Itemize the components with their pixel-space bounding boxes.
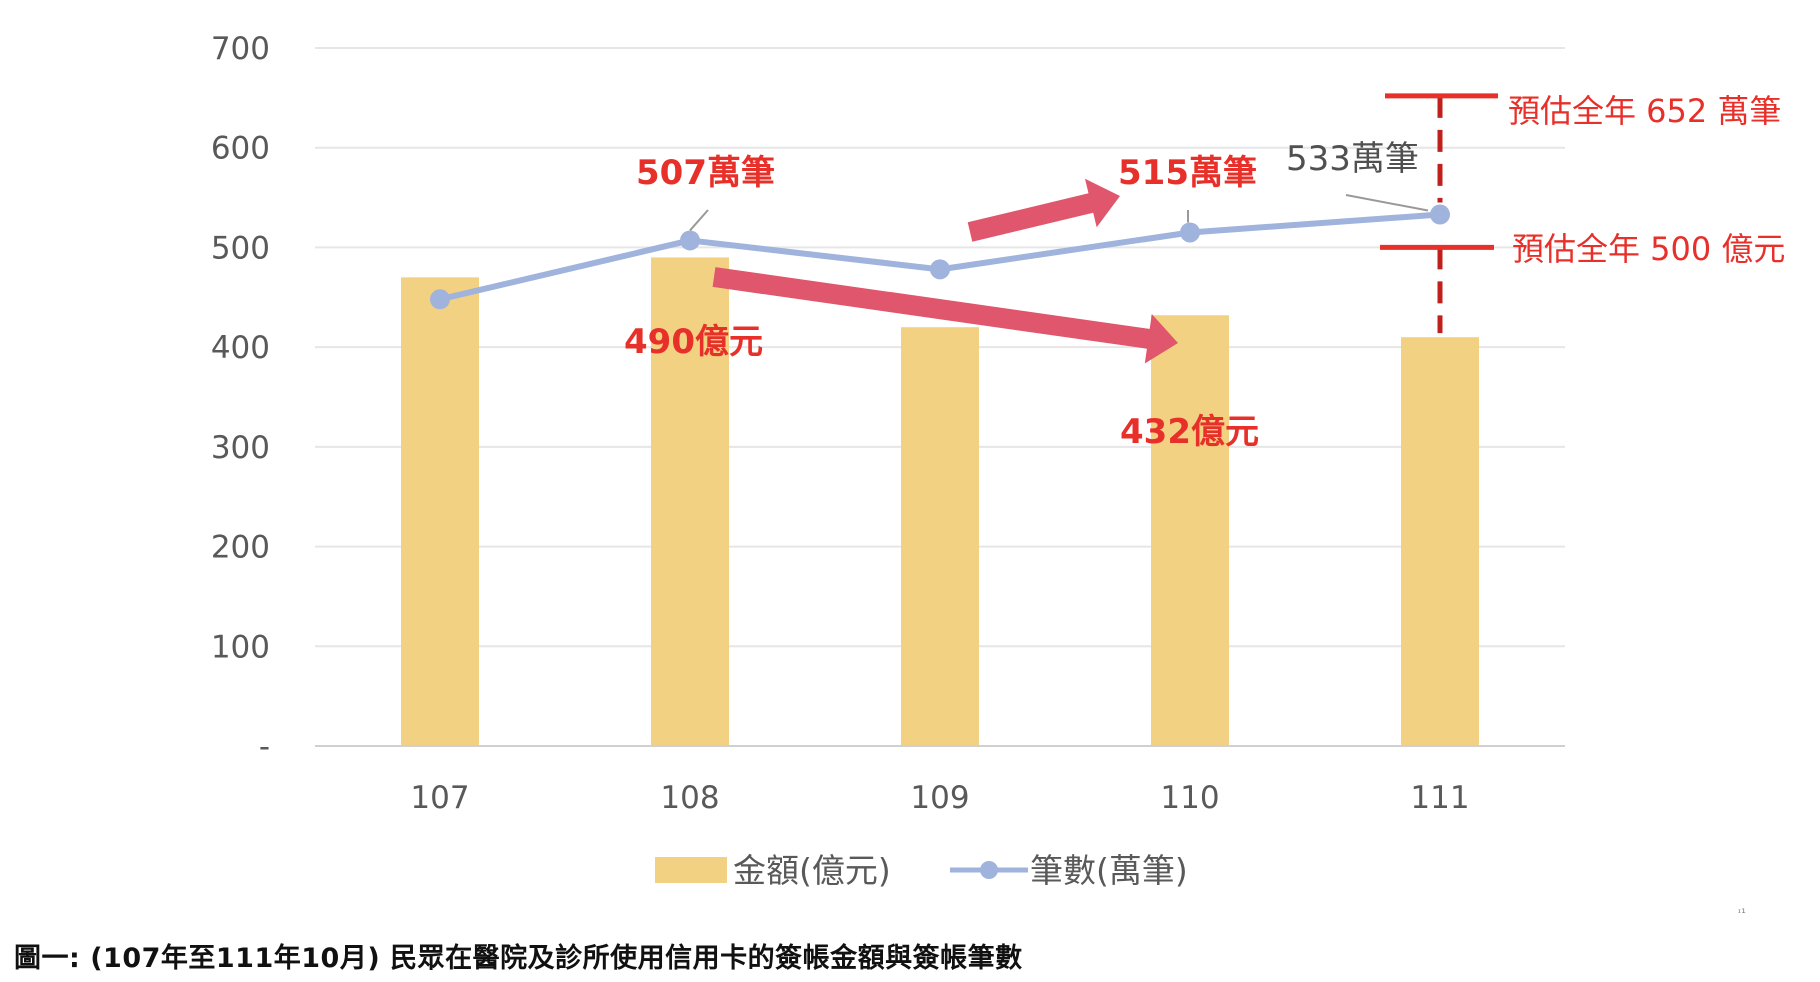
annotation-amount-110: 432億元 xyxy=(1120,412,1259,452)
x-tick-label: 109 xyxy=(910,780,969,816)
line-series xyxy=(430,194,1450,310)
bar-111 xyxy=(1401,337,1479,746)
x-tick-label: 107 xyxy=(410,780,469,816)
legend-label-count: 筆數(萬筆) xyxy=(1030,851,1188,890)
x-tick-label: 108 xyxy=(660,780,719,816)
estimate-amount-label: 預估全年 500 億元 xyxy=(1512,230,1785,268)
legend: 金額(億元) 筆數(萬筆) xyxy=(655,851,1188,890)
figure-caption: 圖一: (107年至111年10月) 民眾在醫院及診所使用信用卡的簽帳金額與簽帳… xyxy=(14,943,1023,974)
y-tick-label: 500 xyxy=(211,230,270,266)
bars xyxy=(401,257,1479,746)
legend-swatch-amount xyxy=(655,857,727,883)
bar-109 xyxy=(901,327,979,746)
estimate-count-label: 預估全年 652 萬筆 xyxy=(1508,92,1781,130)
y-tick-label: 100 xyxy=(211,629,270,665)
y-tick-label: 700 xyxy=(211,31,270,67)
y-tick-label: 200 xyxy=(211,530,270,566)
count-point-111 xyxy=(1430,204,1450,225)
count-point-107 xyxy=(430,289,450,310)
count-point-110 xyxy=(1180,222,1200,243)
annotation-count-111: 533萬筆 xyxy=(1286,139,1419,179)
annotation-amount-108: 490億元 xyxy=(624,322,763,362)
x-tick-label: 110 xyxy=(1160,780,1219,816)
trend-arrows xyxy=(712,178,1178,364)
bar-107 xyxy=(401,277,479,746)
y-tick-label: 400 xyxy=(211,330,270,366)
legend-label-amount: 金額(億元) xyxy=(733,851,891,890)
x-tick-label: 111 xyxy=(1410,780,1469,816)
x-axis-ticks: 107 108 109 110 111 xyxy=(410,780,1469,816)
annotation-count-108: 507萬筆 xyxy=(636,153,775,193)
legend-swatch-count-marker xyxy=(980,861,998,879)
leader-line-108 xyxy=(689,209,709,232)
y-axis-ticks: - 100 200 300 400 500 600 700 xyxy=(211,31,270,765)
bar-108 xyxy=(651,257,729,746)
annotation-count-110: 515萬筆 xyxy=(1118,153,1257,193)
count-line xyxy=(439,211,1441,303)
y-tick-label: 600 xyxy=(211,131,270,167)
count-point-109 xyxy=(930,259,950,280)
trend-arrow-amount-down xyxy=(712,267,1178,364)
leader-line-111 xyxy=(1345,194,1429,212)
combo-chart: - 100 200 300 400 500 600 700 107 108 109 110 111 5… xyxy=(211,31,1786,890)
estimate-markers xyxy=(1380,93,1498,334)
count-point-108 xyxy=(680,230,700,251)
y-tick-label: - xyxy=(259,729,270,765)
stray-mark: ᶦ¹ xyxy=(1738,906,1746,920)
trend-arrow-count-up xyxy=(967,178,1120,242)
annotations: 507萬筆 515萬筆 533萬筆 490億元 432億元 預估全年 652 萬… xyxy=(624,92,1785,452)
bar-110 xyxy=(1151,315,1229,746)
y-tick-label: 300 xyxy=(211,430,270,466)
